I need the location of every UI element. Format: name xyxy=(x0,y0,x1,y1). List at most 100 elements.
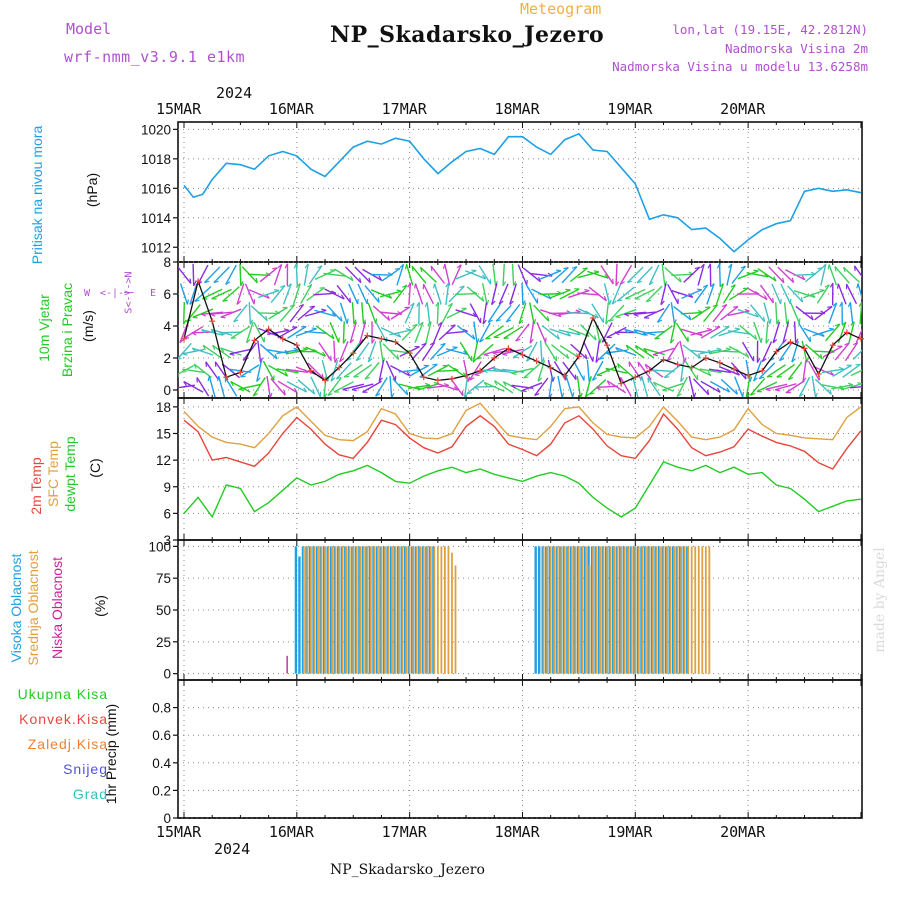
wind-vector-head xyxy=(368,277,371,283)
wind-vector xyxy=(559,288,580,300)
wind-vector xyxy=(405,264,414,286)
wind-vector xyxy=(478,322,491,343)
precip-total-label: Ukupna Kisa xyxy=(17,686,108,702)
wind-vector-head xyxy=(599,338,602,344)
wind-vector-head xyxy=(585,393,590,398)
wind-vector xyxy=(517,264,528,286)
wind-vector xyxy=(548,375,553,398)
wind-vector xyxy=(304,309,327,317)
wind-vector xyxy=(828,264,838,286)
top-day-label: 18MAR xyxy=(494,100,540,118)
precipitation-ytick-label: 0.6 xyxy=(152,728,171,743)
wind-vector-head xyxy=(566,353,570,359)
wind-vector-head xyxy=(615,281,620,287)
wind-vector xyxy=(679,340,686,363)
wind-vector xyxy=(761,341,773,362)
wind-vector-head xyxy=(688,315,692,321)
wind-vector-head xyxy=(829,282,834,288)
wind-vector-head xyxy=(201,329,206,334)
wind-vector xyxy=(565,376,574,398)
wind-vector xyxy=(336,284,352,304)
wind-vector xyxy=(551,344,570,360)
wind-vector xyxy=(297,305,316,321)
wind-vector-head xyxy=(456,264,462,269)
wind-vector-head xyxy=(754,312,759,318)
wind-vector-head xyxy=(217,376,220,382)
wind-vector xyxy=(616,286,635,302)
wind-vector xyxy=(848,321,855,344)
wind-vector xyxy=(378,359,385,382)
precip-frozen-label: Zaledj.Kisa xyxy=(27,736,108,752)
wind-vector xyxy=(233,304,248,323)
wind-vector xyxy=(643,347,665,356)
wind-vector xyxy=(248,289,270,299)
wind-vector xyxy=(849,302,854,325)
wind-ytick-label: 2 xyxy=(163,351,171,366)
wind-vector xyxy=(837,283,847,305)
wind-vector xyxy=(712,304,728,323)
wind-vector-head xyxy=(461,390,464,396)
wind-vector xyxy=(753,360,763,382)
wind-vector-head xyxy=(605,352,611,356)
wind-vector-head xyxy=(726,387,731,393)
wind-vector xyxy=(355,342,370,361)
wind-vector-head xyxy=(396,354,400,360)
wind-vector xyxy=(300,284,313,304)
wind-vector-head xyxy=(355,357,362,362)
wind-vector-head xyxy=(801,275,806,281)
station-title: NP_Skadarsko_Jezero xyxy=(330,22,605,48)
top-day-label: 20MAR xyxy=(720,100,766,118)
wind-vector xyxy=(511,367,534,374)
wind-vector xyxy=(245,321,254,344)
wind-vector xyxy=(192,347,214,356)
precipitation-panel: 0 0.2 0.4 0.6 0.8 xyxy=(152,679,863,826)
wind-vector-head xyxy=(799,393,804,398)
wind-vector-head xyxy=(219,332,225,336)
wind-vector xyxy=(653,381,674,392)
wind-vector-head xyxy=(371,338,375,344)
wind-vector-head xyxy=(788,376,794,381)
pressure-ytick-label: 1020 xyxy=(141,122,171,137)
wind-vector-head xyxy=(593,270,600,273)
wind-vector-head xyxy=(303,387,308,393)
wind-vector-head xyxy=(652,354,658,357)
wind-vector-head xyxy=(340,316,343,322)
wind-vector-head xyxy=(850,321,855,326)
wind-vector-head xyxy=(511,372,517,376)
wind-vector-head xyxy=(502,281,507,287)
wind-vector xyxy=(348,283,359,305)
wind-vector-head xyxy=(615,347,620,352)
wind-vector-head xyxy=(339,358,344,363)
precipitation-ytick-label: 0.4 xyxy=(152,756,171,771)
wind-vector-head xyxy=(253,299,256,305)
wind-vector-head xyxy=(858,301,862,307)
wind-vector xyxy=(308,265,323,285)
wind-vector-head xyxy=(252,393,258,397)
wind-vector xyxy=(483,347,506,356)
wind-vector xyxy=(568,327,590,338)
wind-vector xyxy=(641,376,649,398)
wind-vector-head xyxy=(205,361,208,367)
wind-vector-head xyxy=(565,288,571,291)
wind-vector xyxy=(382,343,400,360)
wind-vector-head xyxy=(566,331,571,337)
wind-vector-head xyxy=(819,288,825,291)
wind-vector-head xyxy=(430,266,433,272)
wind-vector-head xyxy=(852,341,858,346)
wind-vector-head xyxy=(498,300,504,305)
wind-vector xyxy=(438,324,456,341)
wind-vector xyxy=(257,289,280,299)
wind-vector xyxy=(625,288,646,300)
wind-vector-head xyxy=(327,392,333,397)
clouds-ytick-label: 25 xyxy=(156,635,171,650)
wind-vector-head xyxy=(725,347,731,350)
wind-vector xyxy=(411,265,427,284)
wind-vector xyxy=(680,311,703,315)
temperature-ytick-label: 9 xyxy=(163,480,171,495)
wind-vector-head xyxy=(575,309,581,313)
wind-vector-head xyxy=(323,393,328,398)
wind-vector-head xyxy=(762,358,767,363)
wind-vector-head xyxy=(670,338,675,344)
wind-vector xyxy=(295,328,317,337)
wind-vector xyxy=(667,283,679,305)
